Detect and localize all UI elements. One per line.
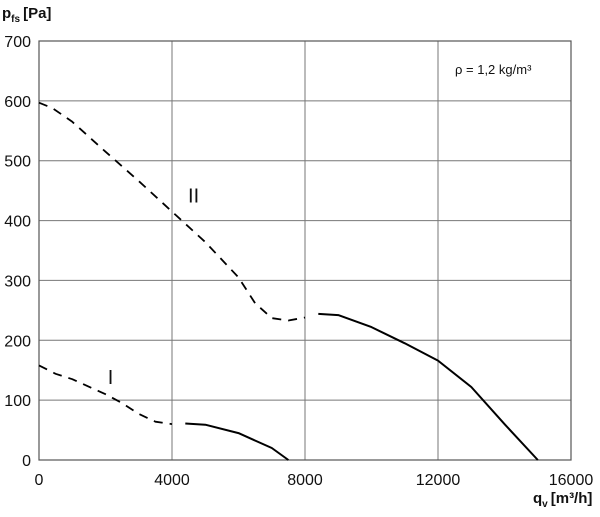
- density-annotation: ρ = 1,2 kg/m³: [455, 62, 532, 77]
- curves: III: [38, 101, 539, 461]
- x-tick-label-4000: 4000: [154, 472, 190, 489]
- grid: [38, 40, 572, 461]
- y-tick-label-100: 100: [4, 393, 31, 410]
- x-tick-labels: 0 4000 8000 12000 16000: [35, 472, 594, 489]
- curve-label-ii: II: [188, 186, 199, 208]
- y-tick-label-0: 0: [22, 453, 31, 470]
- curve-i-dashed: [38, 364, 173, 425]
- x-tick-label-16000: 16000: [549, 472, 594, 489]
- x-axis-title: qv [m³/h]: [533, 490, 592, 510]
- x-tick-label-12000: 12000: [416, 472, 461, 489]
- y-tick-label-300: 300: [4, 273, 31, 290]
- curve-ii-solid: [318, 312, 539, 461]
- curve-i-solid: [185, 422, 289, 461]
- plot-frame: [38, 40, 572, 461]
- y-tick-label-500: 500: [4, 154, 31, 171]
- y-tick-label-600: 600: [4, 94, 31, 111]
- x-tick-label-0: 0: [35, 472, 44, 489]
- curve-ii-dashed: [38, 101, 306, 322]
- y-tick-label-700: 700: [4, 34, 31, 51]
- y-tick-label-200: 200: [4, 333, 31, 350]
- curve-label-i: I: [108, 367, 114, 389]
- y-axis-title: pfs [Pa]: [2, 5, 51, 25]
- x-tick-label-8000: 8000: [287, 472, 323, 489]
- y-tick-label-400: 400: [4, 214, 31, 231]
- y-tick-labels: 0 100 200 300 400 500 600 700: [4, 34, 31, 470]
